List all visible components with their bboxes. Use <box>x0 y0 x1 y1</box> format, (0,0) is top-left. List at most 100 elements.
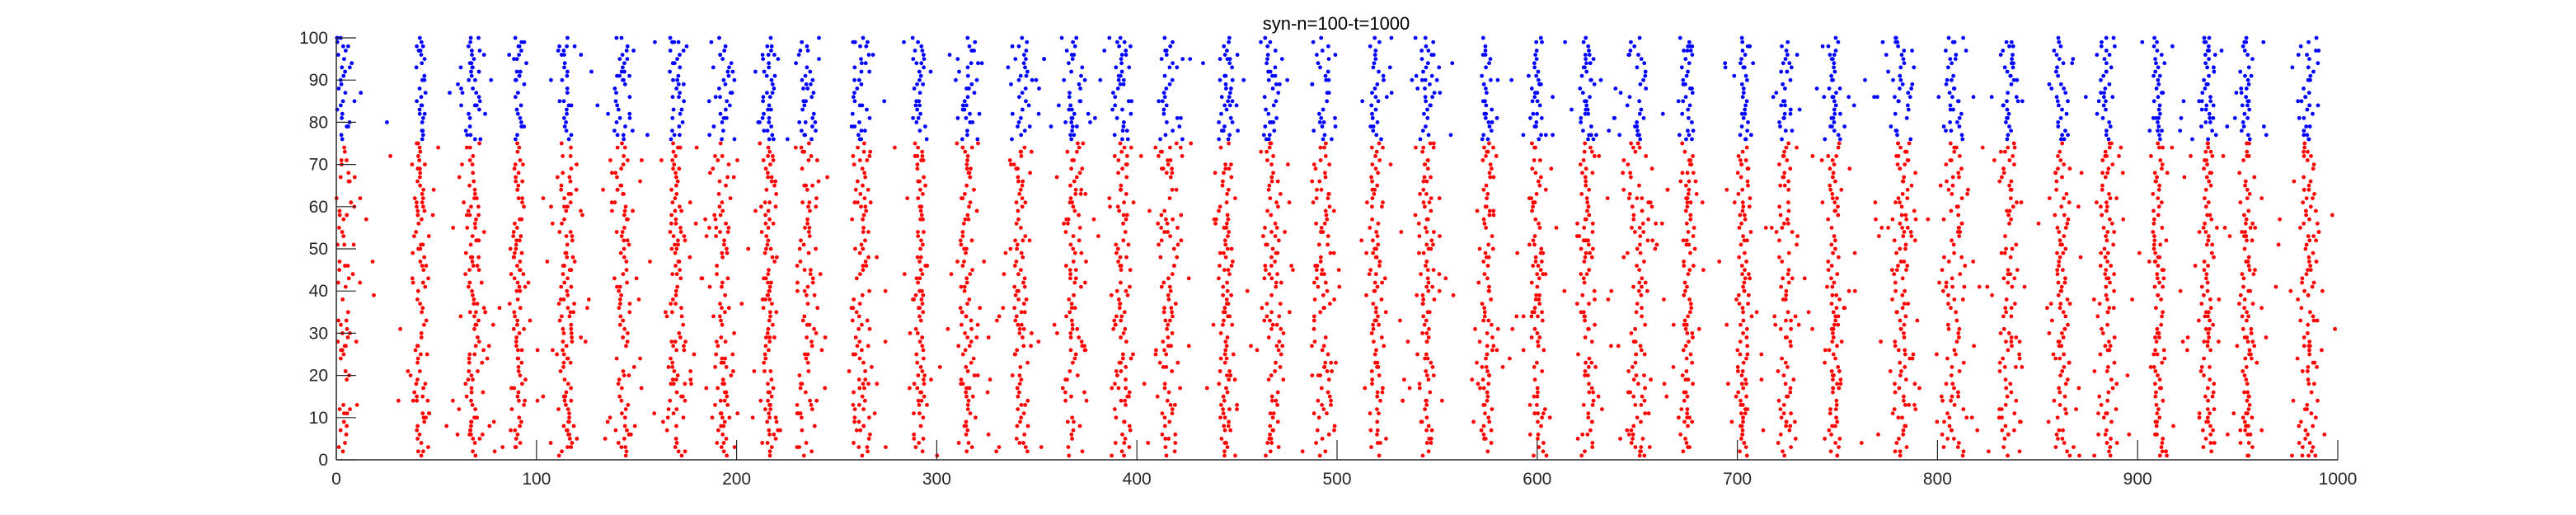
spike-point <box>1174 141 1179 146</box>
spike-point <box>670 377 675 382</box>
spike-point <box>1153 145 1158 150</box>
spike-point <box>1021 441 1025 445</box>
spike-point <box>1019 268 1023 272</box>
spike-point <box>2245 99 2250 104</box>
spike-point <box>1823 348 1828 353</box>
spike-point <box>671 149 676 154</box>
spike-point <box>1175 360 1180 365</box>
spike-point <box>2147 260 2151 264</box>
spike-point <box>1485 264 1490 268</box>
spike-point <box>1166 158 1170 162</box>
spike-point <box>1938 183 1943 188</box>
spike-point <box>1485 394 1490 399</box>
spike-point <box>728 196 733 201</box>
spike-point <box>1016 407 1021 411</box>
spike-point <box>716 158 720 162</box>
spike-point <box>2178 288 2183 293</box>
spike-point <box>1893 129 1898 133</box>
spike-point <box>1621 158 1626 162</box>
spike-point <box>1785 217 1790 222</box>
spike-point <box>1124 175 1129 180</box>
spike-point <box>1905 187 1910 192</box>
spike-point <box>964 424 969 428</box>
spike-point <box>1638 242 1642 247</box>
spike-point <box>917 260 922 264</box>
spike-point <box>1529 87 1534 91</box>
spike-point <box>1263 35 1268 40</box>
spike-point <box>523 284 528 289</box>
spike-point <box>2058 390 2062 395</box>
spike-point <box>2303 246 2308 251</box>
spike-point <box>1641 230 1646 234</box>
spike-point <box>1941 445 1946 449</box>
spike-point <box>1420 331 1424 335</box>
spike-point <box>964 183 969 188</box>
spike-point <box>1898 145 1903 150</box>
spike-point <box>856 200 860 205</box>
spike-point <box>1742 441 1747 445</box>
spike-point <box>1323 335 1328 339</box>
spike-point <box>1487 141 1491 146</box>
spike-point <box>1490 335 1494 339</box>
spike-point <box>1222 424 1227 428</box>
spike-point <box>763 221 768 226</box>
spike-point <box>557 230 562 234</box>
spike-point <box>670 129 674 133</box>
spike-point <box>1124 377 1128 382</box>
spike-point <box>2012 428 2016 433</box>
spike-point <box>1131 352 1135 357</box>
spike-point <box>2151 242 2156 247</box>
spike-point <box>713 403 717 407</box>
spike-point <box>1951 107 1955 112</box>
spike-point <box>1679 65 1684 70</box>
spike-point <box>1587 49 1591 53</box>
spike-point <box>1632 44 1637 49</box>
spike-point <box>1279 192 1283 196</box>
spike-point <box>1586 326 1590 331</box>
spike-point <box>2306 365 2311 369</box>
spike-point <box>1584 250 1588 255</box>
spike-point <box>471 264 476 268</box>
spike-point <box>1186 276 1191 281</box>
spike-point <box>2311 250 2316 255</box>
spike-point <box>618 183 623 188</box>
spike-point <box>1944 49 1948 53</box>
spike-point <box>1375 82 1380 87</box>
spike-point <box>1790 230 1795 234</box>
spike-point <box>467 124 472 129</box>
spike-point <box>1832 234 1837 238</box>
spike-point <box>1418 137 1423 142</box>
spike-point <box>2007 158 2012 162</box>
spike-point <box>1894 441 1899 445</box>
spike-point <box>726 226 731 230</box>
spike-point <box>340 297 345 302</box>
spike-point <box>814 331 819 335</box>
spike-point <box>2291 398 2296 403</box>
spike-point <box>1529 280 1534 285</box>
spike-point <box>569 322 574 327</box>
spike-point <box>1377 260 1382 264</box>
spike-point <box>770 302 774 306</box>
spike-point <box>964 166 969 171</box>
spike-point <box>622 208 627 213</box>
spike-point <box>1945 437 1950 441</box>
spike-point <box>850 217 855 222</box>
spike-point <box>2311 280 2316 285</box>
spike-point <box>766 382 770 386</box>
spike-point <box>1424 428 1429 433</box>
spike-point <box>514 445 518 449</box>
spike-point <box>1743 137 1748 142</box>
spike-point <box>2208 213 2212 218</box>
spike-point <box>2273 284 2278 289</box>
spike-point <box>664 310 668 315</box>
spike-point <box>422 57 427 61</box>
spike-point <box>1011 162 1016 167</box>
spike-point <box>2153 394 2158 399</box>
spike-point <box>476 369 480 373</box>
spike-point <box>2057 386 2062 391</box>
spike-point <box>1063 398 1067 403</box>
spike-point <box>672 162 677 167</box>
spike-point <box>968 200 973 205</box>
spike-point <box>969 326 974 331</box>
spike-point <box>797 246 802 251</box>
